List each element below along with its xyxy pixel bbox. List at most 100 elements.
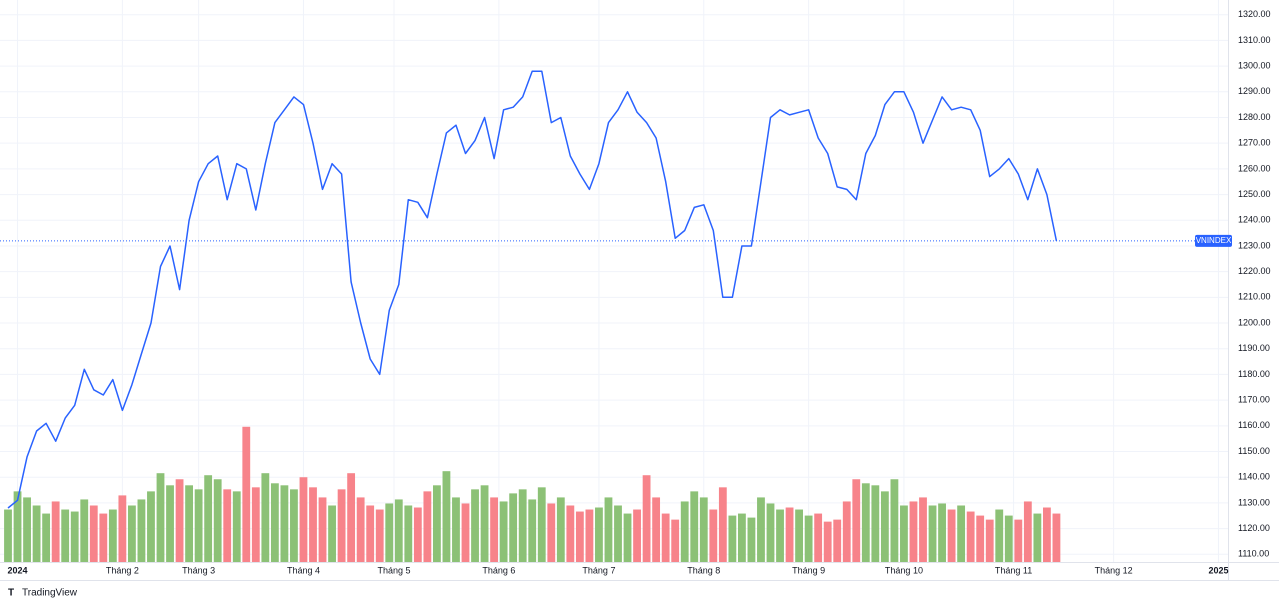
volume-bar bbox=[1052, 513, 1061, 562]
volume-bar bbox=[251, 487, 260, 562]
y-tick-label: 1310.00 bbox=[1238, 35, 1271, 45]
volume-bar bbox=[242, 426, 251, 562]
volume-bar bbox=[966, 511, 975, 562]
volume-bar bbox=[547, 503, 556, 562]
volume-bar bbox=[614, 505, 622, 562]
brand: T TradingView bbox=[8, 588, 78, 599]
volume-bar bbox=[785, 507, 794, 562]
volume-bar bbox=[1014, 519, 1023, 562]
volume-bar bbox=[842, 501, 851, 562]
volume-bar bbox=[518, 489, 527, 562]
y-tick-label: 1240.00 bbox=[1238, 215, 1271, 225]
y-tick-label: 1190.00 bbox=[1238, 343, 1270, 353]
volume-bar bbox=[585, 509, 594, 562]
volume-bar bbox=[423, 491, 432, 562]
volume-bar bbox=[957, 505, 966, 562]
volume-bar bbox=[347, 473, 356, 562]
x-tick-label: Tháng 9 bbox=[792, 565, 825, 575]
volume-bar bbox=[499, 501, 508, 562]
x-tick-label: Tháng 10 bbox=[885, 565, 923, 575]
y-tick-label: 1110.00 bbox=[1238, 549, 1269, 559]
volume-bar bbox=[890, 479, 899, 562]
volume-bar bbox=[623, 513, 632, 562]
volume-bar bbox=[861, 483, 870, 562]
y-tick-label: 1300.00 bbox=[1238, 60, 1271, 70]
volume-bar bbox=[699, 497, 708, 562]
volume-bar bbox=[671, 519, 680, 562]
volume-bar bbox=[490, 497, 499, 562]
volume-bar bbox=[127, 505, 136, 562]
y-tick-label: 1200.00 bbox=[1238, 317, 1271, 327]
y-tick-label: 1230.00 bbox=[1238, 240, 1271, 250]
volume-bar bbox=[89, 505, 98, 562]
volume-bar bbox=[766, 503, 775, 562]
volume-bar bbox=[175, 479, 184, 562]
x-tick-label: Tháng 2 bbox=[106, 565, 139, 575]
volume-bar bbox=[852, 479, 861, 562]
volume-bar bbox=[728, 515, 737, 562]
volume-bar bbox=[108, 509, 117, 562]
volume-bar bbox=[509, 493, 518, 562]
volume-bar bbox=[1033, 513, 1042, 562]
volume-bar bbox=[757, 497, 765, 562]
volume-bar bbox=[1042, 507, 1051, 562]
volume-bar bbox=[232, 491, 241, 562]
y-tick-label: 1320.00 bbox=[1238, 9, 1271, 19]
volume-bar bbox=[900, 505, 908, 562]
volume-bar bbox=[394, 499, 403, 562]
volume-bar bbox=[1004, 515, 1013, 562]
volume-bar bbox=[42, 513, 51, 562]
price-tag bbox=[1195, 234, 1232, 247]
volume-bar bbox=[70, 511, 79, 562]
volume-bar bbox=[995, 509, 1004, 562]
volume-bar bbox=[166, 485, 174, 562]
volume-bar bbox=[566, 505, 575, 562]
x-tick-label: Tháng 6 bbox=[482, 565, 515, 575]
volume-bar bbox=[290, 489, 298, 562]
x-tick-label: Tháng 3 bbox=[182, 565, 215, 575]
volume-bar bbox=[23, 497, 31, 562]
y-tick-label: 1120.00 bbox=[1238, 523, 1270, 533]
brand-logo: T bbox=[8, 588, 14, 599]
volume-bar bbox=[642, 475, 651, 562]
volume-bar bbox=[690, 491, 699, 562]
y-tick-label: 1150.00 bbox=[1238, 446, 1270, 456]
volume-bar bbox=[318, 497, 327, 562]
y-tick-label: 1170.00 bbox=[1238, 395, 1270, 405]
volume-bar bbox=[919, 497, 927, 562]
volume-bar bbox=[223, 489, 232, 562]
x-tick-label: Tháng 4 bbox=[287, 565, 320, 575]
x-tick-label: Tháng 5 bbox=[378, 565, 411, 575]
y-tick-label: 1270.00 bbox=[1238, 138, 1271, 148]
axes: 1110.00 1120.00 1130.00 1140.00 1150.00 1160.… bbox=[8, 9, 1271, 575]
volume-bar bbox=[833, 519, 842, 562]
volume-bar bbox=[814, 513, 823, 562]
line-layer bbox=[0, 70, 1228, 509]
y-tick-label: 1220.00 bbox=[1238, 266, 1271, 276]
y-tick-label: 1250.00 bbox=[1238, 189, 1271, 199]
volume-bar bbox=[442, 471, 451, 562]
volume-bar bbox=[1023, 501, 1032, 562]
volume-bar bbox=[795, 509, 804, 562]
volume-bar bbox=[528, 499, 537, 562]
volume-bar bbox=[461, 503, 470, 562]
volume-bar bbox=[99, 513, 108, 562]
y-tick-label: 1160.00 bbox=[1238, 420, 1270, 430]
volume-bar bbox=[299, 477, 308, 562]
volume-bar bbox=[633, 509, 641, 562]
volume-bar bbox=[604, 497, 613, 562]
volume-bar bbox=[432, 485, 441, 562]
volume-bar bbox=[909, 501, 918, 562]
volume-bar bbox=[976, 515, 985, 562]
volume-bar bbox=[471, 489, 479, 562]
volume-bar bbox=[985, 519, 994, 562]
volume-bar bbox=[413, 507, 422, 562]
volume-bar bbox=[404, 505, 413, 562]
volume-bar bbox=[537, 487, 546, 562]
volume-bar bbox=[280, 485, 289, 562]
volume-bar bbox=[709, 509, 718, 562]
volume-bar bbox=[328, 505, 336, 562]
volume-bar bbox=[385, 503, 394, 562]
